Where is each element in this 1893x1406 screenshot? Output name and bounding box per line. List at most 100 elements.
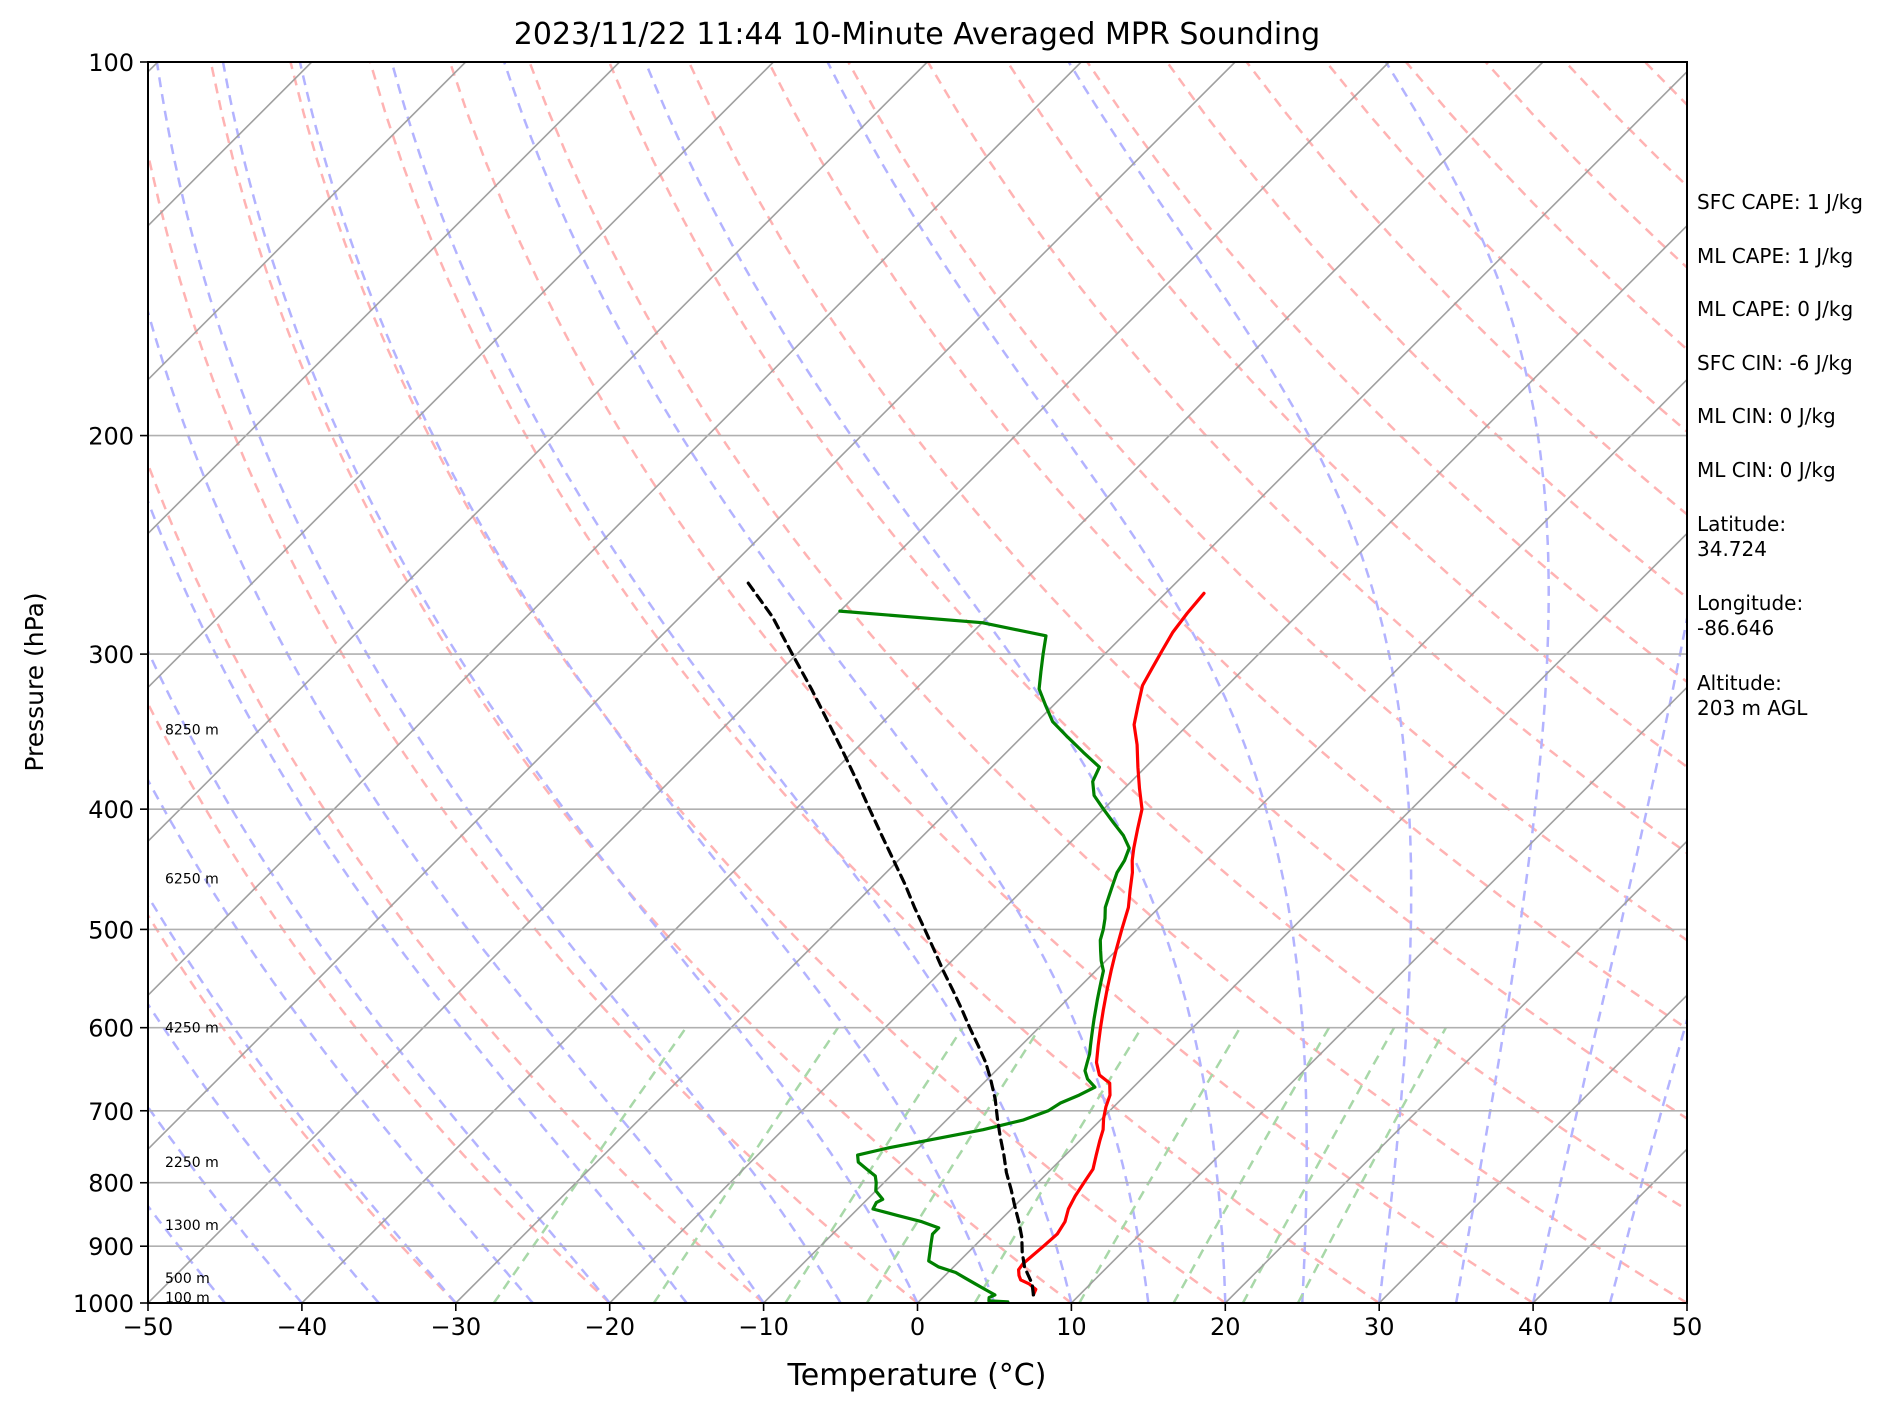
moist-adiabat [298,62,996,1303]
isotherm [148,62,1236,1151]
isotherm [148,62,1082,997]
y-tick-label: 200 [88,423,134,451]
dry-adiabat [148,147,919,1303]
index-4: SFC CIN: -6 J/kg [1697,351,1853,375]
dry-adiabat [148,700,611,1303]
index-5: ML CIN: 0 J/kg [1697,404,1836,428]
dry-adiabat [148,460,765,1303]
moist-adiabat [1608,1015,1687,1303]
moist-adiabat [148,648,611,1303]
y-axis-ticks: 100 200 300 400 500 600 700 800 900 1000 [73,49,148,1318]
x-tick-label: −40 [277,1313,328,1341]
y-tick-label: 1000 [73,1290,134,1318]
height-label: 1300 m [165,1218,219,1234]
height-label: 4250 m [165,1021,219,1037]
mixing-ratio-line [652,1027,840,1303]
y-tick-label: 300 [88,641,134,669]
isotherm [609,224,1687,1303]
height-label: 500 m [165,1271,210,1287]
dry-adiabat [926,62,1687,855]
index-2: ML CAPE: 1 J/kg [1697,244,1854,268]
isotherm [763,378,1687,1303]
x-tick-label: −10 [738,1313,789,1341]
dry-adiabat [148,913,457,1303]
latitude: Latitude: 34.724 [1697,512,1787,561]
x-tick-label: −20 [584,1313,635,1341]
isotherm [916,532,1687,1303]
x-tick-label: 20 [1210,1313,1241,1341]
isotherm [0,62,4,1303]
y-tick-label: 100 [88,49,134,77]
background-lines [0,62,1893,1303]
isotherm [455,70,1687,1303]
parcel-profile-line [745,579,1035,1297]
mixing-ratio-line [973,1027,1143,1303]
isotherm [148,62,928,843]
height-label: 6250 m [165,872,219,888]
dry-adiabat [608,62,1687,1212]
height-label: 2250 m [165,1155,219,1171]
longitude: Longitude: -86.646 [1697,591,1804,640]
moist-adiabat [148,307,765,1303]
moist-adiabat [644,62,1227,1303]
index-3: ML CAPE: 0 J/kg [1697,297,1854,321]
dry-adiabat [1086,62,1687,684]
x-tick-label: 30 [1364,1313,1395,1341]
y-axis-label: Pressure (hPa) [20,592,49,771]
moist-adiabat [148,1204,226,1303]
altitude: Altitude: 203 m AGL [1697,671,1808,720]
y-tick-label: 500 [88,916,134,944]
y-tick-label: 800 [88,1170,134,1198]
x-tick-label: −50 [123,1313,174,1341]
height-labels: 100 m 500 m 1300 m 2250 m 4250 m 6250 m 8250 m [165,722,219,1306]
dry-adiabat [767,62,1687,1031]
moist-adiabat [148,777,534,1303]
moist-adiabat [390,62,1073,1303]
isotherm [148,62,467,381]
dry-adiabat [1884,62,1893,1303]
isotherm [148,62,1390,1303]
isotherm [301,62,1544,1303]
dry-adiabat [687,62,1687,1121]
moist-adiabat [221,62,919,1303]
moist-adiabat [155,62,842,1303]
x-tick-label: 40 [1518,1313,1549,1341]
moist-adiabat [148,893,457,1303]
pressure-gridlines [148,61,1687,1304]
y-tick-label: 700 [88,1098,134,1126]
y-tick-label: 600 [88,1015,134,1043]
data-series [745,579,1206,1303]
isotherm [148,62,774,689]
plot-frame [147,61,1688,1304]
dry-adiabat [448,62,1534,1303]
x-axis-ticks: −50 −40 −30 −20 −10 0 10 20 30 40 50 [123,1303,1703,1341]
y-tick-label: 400 [88,796,134,824]
chart-title: 2023/11/22 11:44 10-Minute Averaged MPR … [514,17,1320,52]
moist-adiabat [1067,62,1413,1303]
x-tick-label: 10 [1056,1313,1087,1341]
moist-adiabat [503,62,1150,1303]
x-tick-label: −30 [430,1313,481,1341]
moist-adiabat [1531,612,1687,1303]
height-label: 8250 m [165,722,219,738]
x-tick-label: 50 [1672,1313,1703,1341]
dry-adiabat [209,62,1073,1303]
temperature-profile-line [1017,591,1206,1297]
mixing-ratio-line [492,1026,688,1303]
x-tick-label: 0 [910,1313,925,1341]
isotherm [1224,840,1687,1303]
moist-adiabat [1384,62,1550,1303]
y-tick-label: 900 [88,1233,134,1261]
dry-adiabat [1006,62,1687,769]
moist-adiabat [148,498,688,1303]
isotherm [148,62,621,535]
isotherm [1070,686,1687,1303]
height-label: 100 m [165,1291,210,1307]
x-axis-label: Temperature (°C) [787,1358,1047,1393]
index-6: ML CIN: 0 J/kg [1697,458,1836,482]
moist-adiabat [148,1002,380,1303]
dry-adiabat [528,62,1687,1303]
isotherm [1378,994,1687,1303]
index-1: SFC CAPE: 1 J/kg [1697,190,1863,214]
